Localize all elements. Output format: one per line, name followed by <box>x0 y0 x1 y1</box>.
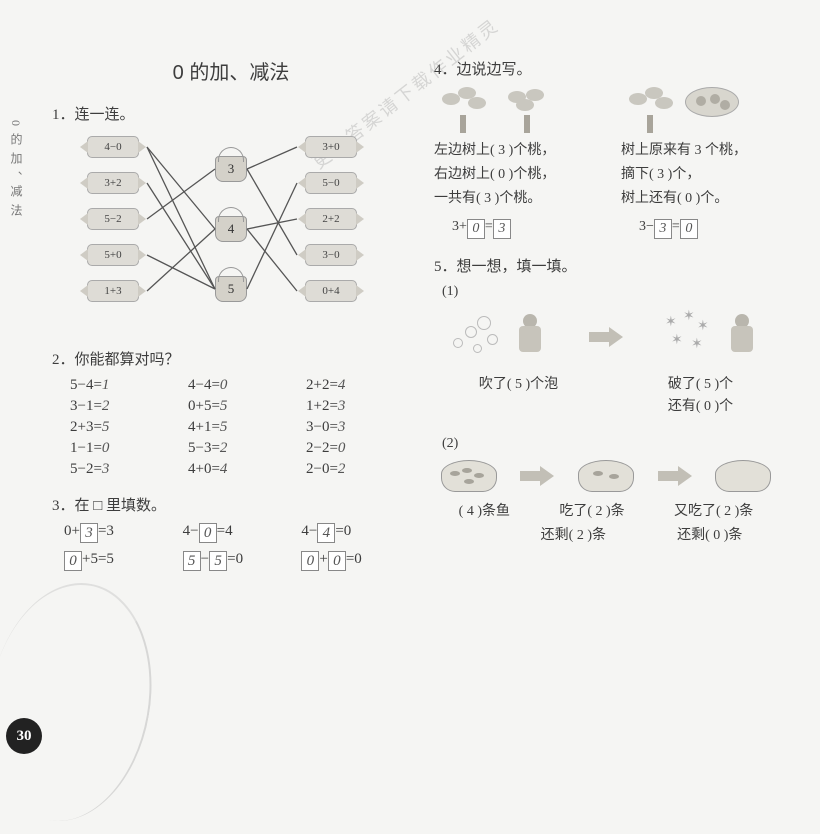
problem-1-heading: 1．连一连。 <box>52 103 410 124</box>
line: 树上还有( 0 )个。 <box>621 187 778 211</box>
kid-icon <box>719 308 765 366</box>
eq: 3−3=0 <box>621 215 778 239</box>
tree-icons <box>434 87 591 133</box>
eq: 5−2=3 <box>70 461 174 478</box>
problem-5: 5．想一想，填一填。 (1) ✶ <box>434 255 778 544</box>
problem-5-heading: 5．想一想，填一填。 <box>434 255 778 276</box>
arrow-icon <box>658 466 692 486</box>
line: 摘下( 3 )个， <box>621 163 778 187</box>
label: 还剩( 0 )条 <box>677 524 742 544</box>
label: 吹了( 5 )个泡 <box>479 374 558 418</box>
problem-4-heading: 4．边说边写。 <box>434 58 778 79</box>
bucket: 3 <box>215 156 247 182</box>
candy-left: 5−2 <box>87 208 139 230</box>
burst-icon: ✶ ✶ ✶ ✶ ✶ <box>659 308 719 366</box>
problem-3: 3．在 □ 里填数。 0+3=3 4−0=4 4−4=0 0+5=5 5−5=0… <box>52 494 410 571</box>
candy-right: 5−0 <box>305 172 357 194</box>
eq: 4+0=4 <box>188 461 292 478</box>
candy-right: 0+4 <box>305 280 357 302</box>
fill-item: 0+5=5 <box>64 551 173 571</box>
bucket: 4 <box>215 216 247 242</box>
fill-grid: 0+3=3 4−0=4 4−4=0 0+5=5 5−5=0 0+0=0 <box>52 523 410 571</box>
page-title: 0 的加、减法 <box>52 56 410 85</box>
eq: 0+5=5 <box>188 398 292 415</box>
bowl-icon <box>715 460 771 492</box>
line: 一共有( 3 )个桃。 <box>434 187 591 211</box>
fill-item: 0+0=0 <box>301 551 410 571</box>
eq: 2−0=2 <box>306 461 410 478</box>
left-column: 0 的加、减法 1．连一连。 4−0 3+2 5−2 5+0 1+3 3 4 5… <box>40 50 422 742</box>
q5-1-labels: 吹了( 5 )个泡 破了( 5 )个 还有( 0 )个 <box>434 374 778 418</box>
eq: 4+1=5 <box>188 419 292 436</box>
eq: 2+3=5 <box>70 419 174 436</box>
label: 又吃了( 2 )条 <box>674 500 753 520</box>
q5-2-labels: ( 4 )条鱼 吃了( 2 )条 又吃了( 2 )条 <box>434 500 778 520</box>
problem-1: 1．连一连。 4−0 3+2 5−2 5+0 1+3 3 4 5 3+0 5−0… <box>52 103 410 332</box>
right-column: 4．边说边写。 <box>422 50 790 742</box>
eq: 5−4=1 <box>70 377 174 394</box>
candy-left: 5+0 <box>87 244 139 266</box>
q4-row: 左边树上( 3 )个桃， 右边树上( 0 )个桃， 一共有( 3 )个桃。 3+… <box>434 87 778 239</box>
sub-label: (1) <box>442 284 778 300</box>
label: 还剩( 2 )条 <box>541 524 606 544</box>
q5-2-images <box>434 460 778 492</box>
eq: 4−4=0 <box>188 377 292 394</box>
peach-tree-icon <box>438 87 488 133</box>
eq: 5−3=2 <box>188 440 292 457</box>
label: 破了( 5 )个 还有( 0 )个 <box>668 374 733 418</box>
bucket: 5 <box>215 276 247 302</box>
candy-left: 4−0 <box>87 136 139 158</box>
candy-right: 3−0 <box>305 244 357 266</box>
eq: 1−1=0 <box>70 440 174 457</box>
candy-right: 3+0 <box>305 136 357 158</box>
peach-tree-icon <box>502 87 552 133</box>
eq: 3−1=2 <box>70 398 174 415</box>
candy-left: 1+3 <box>87 280 139 302</box>
fill-item: 5−5=0 <box>183 551 292 571</box>
fill-item: 0+3=3 <box>64 523 173 543</box>
fill-item: 4−0=4 <box>183 523 292 543</box>
eq: 1+2=3 <box>306 398 410 415</box>
arrow-icon <box>589 327 623 347</box>
kid-icon <box>507 308 553 366</box>
q5-1-images: ✶ ✶ ✶ ✶ ✶ <box>434 308 778 366</box>
line: 左边树上( 3 )个桃， <box>434 139 591 163</box>
q5-2-sublabels: 还剩( 2 )条 还剩( 0 )条 <box>434 524 778 544</box>
problem-2-heading: 2．你能都算对吗？ <box>52 348 410 369</box>
fill-item: 4−4=0 <box>301 523 410 543</box>
q4-right: 树上原来有 3 个桃， 摘下( 3 )个， 树上还有( 0 )个。 3−3=0 <box>621 87 778 239</box>
label: 吃了( 2 )条 <box>559 500 624 520</box>
tree-plate-icons <box>621 87 778 133</box>
bubbles-icon <box>447 308 507 366</box>
side-tab: 0 的 加 、减 法 <box>8 120 25 218</box>
line: 右边树上( 0 )个桃， <box>434 163 591 187</box>
q4-left: 左边树上( 3 )个桃， 右边树上( 0 )个桃， 一共有( 3 )个桃。 3+… <box>434 87 591 239</box>
peach-tree-icon <box>625 87 675 133</box>
eq: 3+0=3 <box>434 215 591 239</box>
sub-label: (2) <box>442 436 778 452</box>
bowl-icon <box>441 460 497 492</box>
eq: 2+2=4 <box>306 377 410 394</box>
arrow-icon <box>520 466 554 486</box>
bowl-icon <box>578 460 634 492</box>
page-number: 30 <box>6 718 42 754</box>
problem-4: 4．边说边写。 <box>434 58 778 239</box>
worksheet-page: 0 的 加 、减 法 更多答案请下载作业精灵 30 0 的加、减法 1．连一连。… <box>0 0 820 782</box>
problem-3-heading: 3．在 □ 里填数。 <box>52 494 410 515</box>
problem-2: 2．你能都算对吗？ 5−4=1 4−4=0 2+2=4 3−1=2 0+5=5 … <box>52 348 410 478</box>
eq: 3−0=3 <box>306 419 410 436</box>
candy-right: 2+2 <box>305 208 357 230</box>
plate-icon <box>685 87 739 117</box>
matching-diagram: 4−0 3+2 5−2 5+0 1+3 3 4 5 3+0 5−0 2+2 3−… <box>81 132 381 332</box>
line: 树上原来有 3 个桃， <box>621 139 778 163</box>
eq: 2−2=0 <box>306 440 410 457</box>
candy-left: 3+2 <box>87 172 139 194</box>
equation-grid: 5−4=1 4−4=0 2+2=4 3−1=2 0+5=5 1+2=3 2+3=… <box>52 377 410 478</box>
label: ( 4 )条鱼 <box>459 500 510 520</box>
